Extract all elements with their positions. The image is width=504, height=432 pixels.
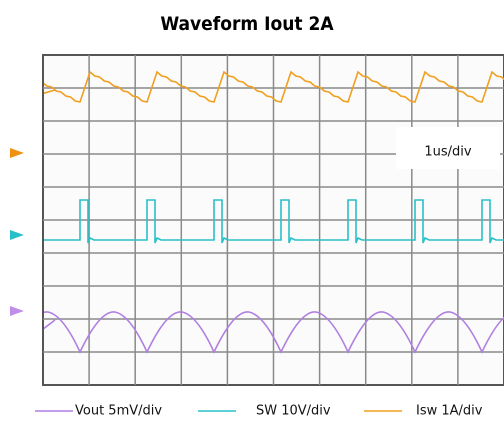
scale-label: 1us/div bbox=[424, 145, 472, 160]
vout-trace bbox=[44, 311, 504, 354]
grid bbox=[43, 55, 504, 385]
ch-marker bbox=[10, 230, 24, 240]
scale-box bbox=[396, 127, 500, 169]
legend-label: Isw 1A/div bbox=[416, 404, 483, 419]
ch-marker bbox=[10, 306, 24, 316]
legend-label: SW 10V/div bbox=[256, 404, 331, 419]
legend: Vout 5mV/div SW 10V/div Isw 1A/div bbox=[35, 404, 483, 419]
isw-trace bbox=[44, 70, 504, 103]
title: Waveform Iout 2A bbox=[160, 13, 334, 35]
legend-label: Vout 5mV/div bbox=[75, 404, 162, 419]
ch-marker bbox=[10, 148, 24, 158]
sw-trace bbox=[44, 199, 504, 244]
